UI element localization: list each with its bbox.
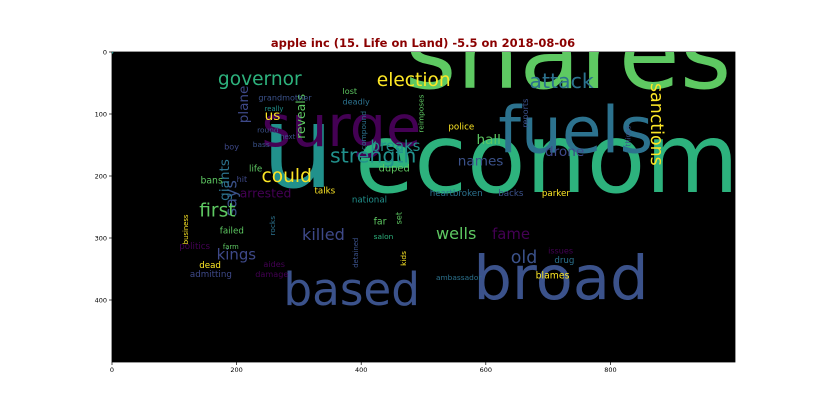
word-deadly: deadly bbox=[343, 97, 370, 107]
word-reimposes: reimposes bbox=[417, 94, 426, 132]
word-thinks: thinks bbox=[624, 125, 632, 146]
word-rocks: rocks bbox=[268, 216, 277, 236]
word-first: first bbox=[199, 200, 235, 221]
x-tick-label: 200 bbox=[230, 366, 242, 374]
word-business: business bbox=[182, 214, 190, 244]
word-hall: hall bbox=[476, 132, 501, 148]
word-grandmother: grandmother bbox=[258, 92, 312, 102]
word-talks: talks bbox=[314, 186, 335, 196]
word-us: us bbox=[265, 108, 281, 124]
word-kids: kids bbox=[399, 251, 408, 266]
word-admitting: admitting bbox=[190, 270, 232, 280]
word-sanctions: sanctions bbox=[646, 83, 666, 166]
word-reveals: reveals bbox=[293, 94, 308, 139]
word-round: round bbox=[257, 126, 279, 135]
y-axis: 0 100 200 300 400 bbox=[95, 48, 112, 304]
word-broad: broad bbox=[473, 244, 648, 314]
word-old: old bbox=[511, 248, 538, 268]
word-plane: plane bbox=[236, 86, 252, 124]
word-heartbroken: heartbroken bbox=[430, 189, 483, 199]
word-compound: compound bbox=[359, 111, 368, 150]
word-backs: backs bbox=[498, 189, 524, 199]
word-bass: bass bbox=[253, 140, 270, 149]
word-duped: duped bbox=[379, 164, 410, 175]
y-tick-label: 0 bbox=[103, 48, 107, 56]
word-boy: boy bbox=[224, 141, 239, 151]
word-fuels: fuels bbox=[498, 93, 653, 168]
word-names: names bbox=[458, 153, 504, 169]
word-could: could bbox=[262, 166, 312, 187]
word-bans: bans bbox=[200, 175, 222, 186]
word-drone: drone bbox=[545, 144, 584, 160]
word-u: u bbox=[262, 82, 335, 215]
x-tick-label: 400 bbox=[355, 366, 367, 374]
word-election: election bbox=[377, 70, 451, 91]
word-salon: salon bbox=[374, 232, 394, 241]
word-shares: shares bbox=[405, 0, 732, 112]
word-failed: failed bbox=[220, 227, 244, 237]
word-wells: wells bbox=[436, 224, 476, 243]
x-tick-label: 800 bbox=[604, 366, 616, 374]
word-life: life bbox=[249, 165, 262, 175]
word-arrested: arrested bbox=[240, 186, 292, 201]
word-politics: politics bbox=[179, 242, 210, 252]
word-aides: aides bbox=[263, 259, 285, 269]
plot-background bbox=[111, 51, 736, 363]
word-drug: drug bbox=[554, 256, 574, 266]
word-detained: detained bbox=[352, 238, 360, 268]
word-farm: farm bbox=[223, 243, 239, 251]
word-damage: damage bbox=[255, 269, 288, 279]
word-issues: issues bbox=[548, 246, 573, 256]
word-blames: blames bbox=[536, 270, 570, 281]
word-trump: trump bbox=[42, 0, 136, 64]
word-strength: strength bbox=[330, 143, 416, 167]
word-really: really bbox=[265, 105, 284, 113]
word-kings: kings bbox=[217, 246, 257, 264]
word-lost: lost bbox=[343, 86, 358, 96]
word-ambassador: ambassador bbox=[436, 273, 482, 282]
chart-title: apple inc (15. Life on Land) -5.5 on 201… bbox=[271, 36, 575, 50]
word-attack: attack bbox=[529, 69, 593, 93]
word-based: based bbox=[283, 263, 420, 316]
word-breaks: breaks bbox=[371, 137, 421, 155]
word-reports: reports bbox=[520, 99, 530, 128]
x-axis: 0 200 400 600 800 bbox=[110, 362, 617, 374]
word-killed: killed bbox=[302, 225, 345, 244]
word-far: far bbox=[374, 216, 387, 227]
word-next: next bbox=[280, 133, 295, 141]
y-tick-label: 300 bbox=[95, 234, 107, 242]
word-economy: economy bbox=[355, 103, 796, 215]
word-set: set bbox=[394, 212, 404, 224]
x-tick-label: 600 bbox=[480, 366, 492, 374]
word-surge: surge bbox=[262, 94, 422, 160]
word-giants: giants bbox=[217, 159, 233, 201]
y-tick-label: 400 bbox=[95, 296, 107, 304]
y-tick-label: 100 bbox=[95, 110, 107, 118]
word-says: says bbox=[222, 180, 241, 216]
y-tick-label: 200 bbox=[95, 172, 107, 180]
word-national: national bbox=[352, 196, 387, 206]
word-governor: governor bbox=[218, 69, 302, 90]
word-fame: fame bbox=[492, 225, 530, 243]
word-police: police bbox=[448, 123, 474, 133]
word-hit: hit bbox=[237, 174, 248, 184]
x-tick-label: 0 bbox=[110, 366, 114, 374]
word-parker: parker bbox=[542, 189, 570, 199]
word-dead: dead bbox=[199, 261, 221, 271]
